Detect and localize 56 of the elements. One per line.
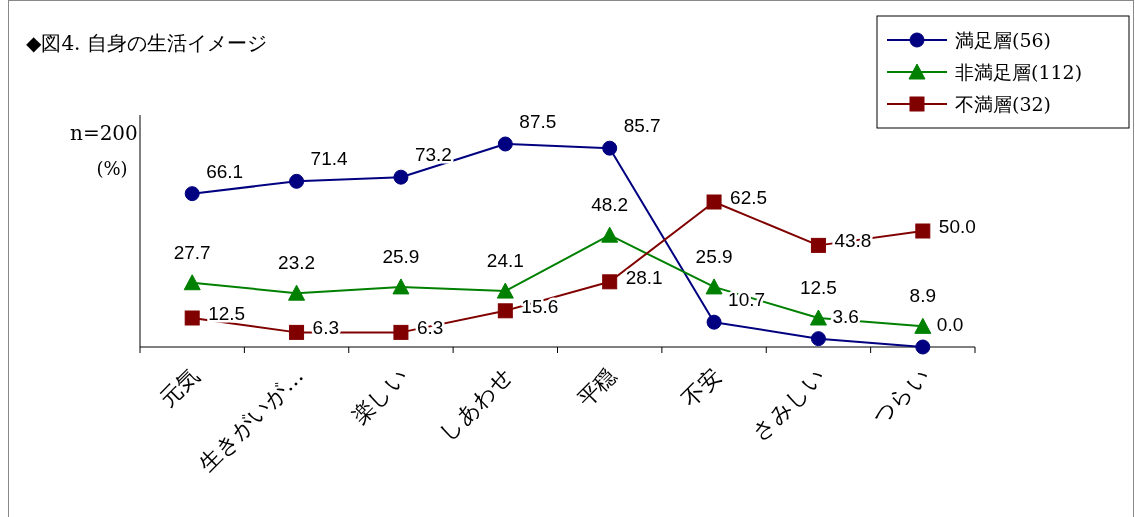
point — [915, 223, 931, 239]
point — [497, 303, 513, 319]
point — [602, 140, 618, 156]
data-label: 24.1 — [486, 250, 524, 272]
x-tick-label: さみしい — [747, 362, 830, 446]
x-tick-label: 平穏 — [572, 362, 622, 412]
data-label: 87.5 — [519, 111, 557, 132]
data-label: 28.1 — [625, 266, 663, 288]
data-label: 25.9 — [382, 245, 420, 267]
data-label: 25.9 — [695, 245, 733, 267]
text: n=200 — [70, 121, 138, 145]
point — [706, 314, 722, 330]
data-label: 66.1 — [206, 160, 244, 182]
legend-label: 非満足層(112) — [955, 61, 1083, 83]
point — [809, 309, 827, 326]
point — [289, 173, 305, 189]
point — [183, 274, 201, 291]
point — [914, 317, 932, 334]
data-label: 71.4 — [310, 148, 348, 170]
legend-label: 不満層(32) — [955, 93, 1052, 115]
legend-label: 満足層(56) — [955, 29, 1052, 51]
data-label: 12.5 — [799, 277, 837, 298]
data-label: 15.6 — [521, 295, 559, 317]
data-label: 0.0 — [936, 314, 964, 335]
x-tick-label: 元気 — [154, 362, 204, 412]
point — [915, 339, 931, 355]
x-tick-label: しあわせ — [434, 362, 517, 446]
point — [392, 278, 410, 295]
chart-title: ◆図4. 自身の生活イメージ — [26, 31, 267, 55]
point — [289, 324, 305, 340]
data-label: 48.2 — [591, 194, 629, 216]
point — [496, 282, 514, 299]
point — [601, 226, 619, 243]
data-label: 27.7 — [173, 241, 211, 263]
point — [393, 169, 409, 185]
point — [705, 278, 723, 295]
data-label: 62.5 — [730, 187, 768, 208]
x-tick-label: 楽しい — [346, 362, 413, 429]
y-axis-title: (%) — [96, 158, 128, 179]
point — [497, 136, 513, 152]
data-label: 85.7 — [623, 115, 661, 137]
point — [810, 331, 826, 347]
data-label: 12.5 — [208, 303, 246, 324]
data-label: 50.0 — [938, 216, 976, 237]
x-tick-label: 不安 — [676, 362, 726, 412]
point — [184, 186, 200, 202]
point — [810, 237, 826, 253]
point — [393, 324, 409, 340]
data-label: 73.2 — [414, 144, 452, 166]
point — [184, 310, 200, 326]
point — [288, 284, 306, 301]
x-tick-label: つらい — [867, 362, 935, 430]
data-label: 23.2 — [278, 252, 316, 274]
data-label: 8.9 — [909, 285, 937, 307]
point — [602, 274, 618, 290]
point — [706, 194, 722, 210]
